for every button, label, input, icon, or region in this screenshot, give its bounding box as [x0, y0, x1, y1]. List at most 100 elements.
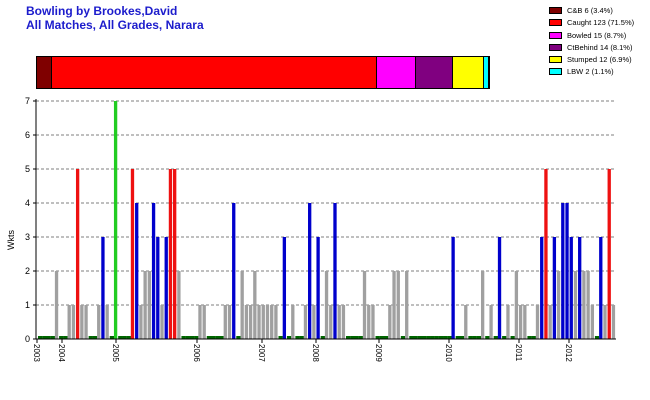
legend-item: Bowled 15 (8.7%) [549, 30, 649, 41]
wickets-bar [67, 305, 71, 339]
breakdown-segment [415, 57, 453, 88]
wickets-bar [489, 305, 493, 339]
x-tick-label: 2008 [311, 344, 320, 362]
legend-swatch [549, 31, 562, 39]
legend-label: LBW 2 (1.1%) [567, 67, 614, 77]
wickets-bar [438, 336, 444, 339]
x-tick-label: 2003 [32, 344, 41, 362]
wickets-bar [523, 305, 527, 339]
wickets-bar [303, 305, 308, 339]
wickets-bar [569, 237, 573, 339]
wickets-bar [464, 305, 468, 339]
wickets-bar [244, 305, 249, 339]
wickets-bar [295, 336, 300, 339]
wickets-bar [531, 336, 536, 339]
x-tick-label: 2009 [374, 344, 383, 362]
dismissal-breakdown-bar [36, 56, 490, 89]
breakdown-segment [37, 57, 53, 88]
wickets-bar [282, 237, 287, 339]
legend-item: Stumped 12 (6.9%) [549, 54, 649, 65]
x-tick-label: 2005 [111, 344, 120, 362]
bars [38, 101, 616, 339]
wickets-bar [476, 336, 482, 339]
wickets-bar [421, 336, 427, 339]
wickets-bar [261, 305, 265, 339]
wickets-bar [573, 271, 578, 339]
wickets-bar [480, 271, 485, 339]
wickets-bar [257, 305, 261, 339]
wickets-bar [354, 336, 359, 339]
wickets-bar [240, 271, 244, 339]
wickets-bar [63, 336, 68, 339]
chart-title: Bowling by Brookes,David [26, 4, 178, 18]
wickets-bar [578, 237, 582, 339]
wickets-bar [113, 101, 118, 339]
wickets-bar [42, 336, 47, 339]
wickets-bar [350, 336, 355, 339]
wickets-bar [497, 237, 502, 339]
chart-subtitle: All Matches, All Grades, Narara [26, 18, 204, 32]
legend-label: Caught 123 (71.5%) [567, 18, 635, 28]
wickets-bar [206, 336, 212, 339]
wickets-bar [265, 305, 270, 339]
wickets-bar [156, 237, 160, 339]
legend-label: C&B 6 (3.4%) [567, 6, 613, 15]
wickets-bar [379, 336, 385, 339]
wickets-bar [367, 305, 371, 339]
wickets-bar [227, 305, 232, 339]
wickets-bar [409, 336, 414, 339]
wickets-bar [46, 336, 51, 339]
wickets-bar [548, 305, 552, 339]
y-tick-label: 6 [25, 130, 30, 140]
wickets-bar [92, 336, 98, 339]
breakdown-segment [452, 57, 484, 88]
wickets-bar [426, 336, 431, 339]
wickets-bar [80, 305, 84, 339]
wickets-bar [270, 305, 274, 339]
x-tick-label: 2007 [257, 344, 266, 362]
wickets-bar [383, 336, 389, 339]
wickets-bar [248, 305, 253, 339]
wickets-bar [312, 305, 316, 339]
legend-swatch [549, 19, 562, 27]
wickets-bar [611, 305, 616, 339]
wickets-bar [253, 271, 257, 339]
wickets-bar [582, 271, 586, 339]
wickets-bar [451, 237, 455, 339]
wickets-bar [97, 305, 101, 339]
wickets-bar [400, 336, 406, 339]
y-tick-label: 3 [25, 232, 30, 242]
wickets-bar [544, 169, 548, 339]
wickets-bar [185, 336, 190, 339]
x-tick-label: 2006 [192, 344, 201, 362]
wickets-bar [388, 305, 392, 339]
wickets-bar [392, 271, 396, 339]
wickets-bar [434, 336, 439, 339]
wickets-bar [594, 336, 600, 339]
wickets-bar [333, 203, 337, 339]
wickets-bar [143, 271, 147, 339]
wickets-bar [286, 336, 292, 339]
wickets-bar [105, 305, 109, 339]
legend-item: Caught 123 (71.5%) [549, 17, 649, 28]
wickets-bar [535, 305, 540, 339]
wickets-bar [164, 237, 168, 339]
wickets-bar [223, 305, 227, 339]
y-tick-label: 0 [25, 334, 30, 344]
wickets-bar [561, 203, 565, 339]
wickets-bar [135, 203, 139, 339]
y-tick-label: 7 [25, 96, 30, 106]
wickets-bar [173, 169, 177, 339]
breakdown-segment [483, 57, 489, 88]
wickets-bar [371, 305, 375, 339]
wickets-bar [130, 169, 135, 339]
breakdown-segment [376, 57, 416, 88]
wickets-bar [540, 237, 544, 339]
legend: C&B 6 (3.4%) Caught 123 (71.5%) Bowled 15 … [549, 5, 649, 79]
wickets-bar [599, 237, 603, 339]
legend-swatch [549, 7, 562, 14]
x-tick-label: 2012 [564, 344, 573, 362]
wickets-bar [84, 305, 88, 339]
wickets-bar [236, 336, 241, 339]
